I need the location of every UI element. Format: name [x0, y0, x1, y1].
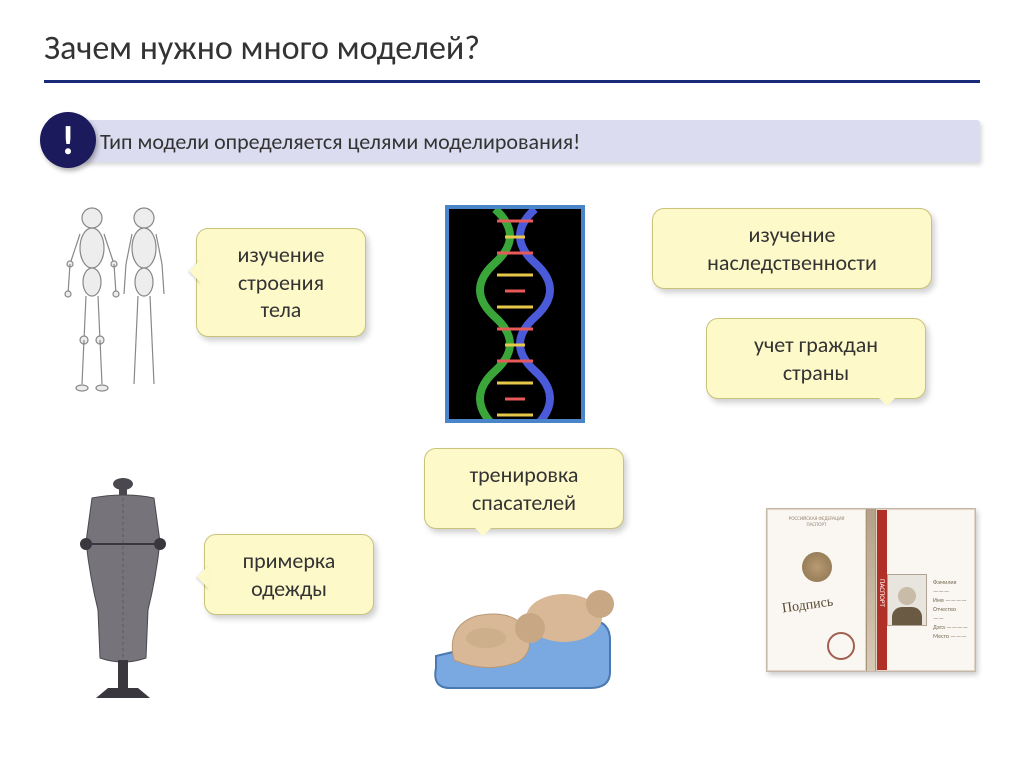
- mannequin-illustration: [58, 470, 188, 704]
- page-title: Зачем нужно много моделей?: [44, 28, 480, 69]
- bubble-citizens: учет гражданстраны: [706, 318, 926, 399]
- passport-red-strip: ПАСПОРТ: [877, 510, 887, 670]
- bubble-clothing-text: примеркаодежды: [243, 547, 336, 602]
- signature-icon: Подпись: [781, 594, 834, 617]
- exclaim-icon: !: [40, 112, 96, 168]
- bubble-rescue: тренировкаспасателей: [424, 448, 624, 529]
- bubble-heredity: изучениенаследственности: [652, 208, 932, 289]
- bubble-rescue-text: тренировкаспасателей: [470, 461, 579, 516]
- skeleton-illustration: [56, 200, 176, 396]
- emblem-icon: [802, 552, 832, 582]
- callout-bar: Тип модели определяется целями моделиров…: [82, 120, 980, 162]
- bubble-citizens-text: учет гражданстраны: [754, 331, 878, 386]
- passport-fields: Фамилия ———Имя ————Отчество ——Дата ————М…: [933, 578, 968, 641]
- stamp-icon: [827, 632, 855, 660]
- bubble-body-structure: изучениестроениятела: [196, 228, 366, 337]
- bubble-heredity-text: изучениенаследственности: [707, 221, 877, 276]
- passport-photo: [887, 574, 927, 626]
- passport-spine: [866, 509, 876, 671]
- passport-illustration: РОССИЙСКАЯ ФЕДЕРАЦИЯПАСПОРТ Подпись ПАСП…: [766, 508, 976, 672]
- bubble-clothing: примеркаодежды: [204, 534, 374, 615]
- dna-illustration: [445, 205, 585, 423]
- passport-right-page: ПАСПОРТ Фамилия ———Имя ————Отчество ——Да…: [876, 509, 975, 671]
- title-underline: [44, 80, 980, 83]
- callout-text: Тип модели определяется целями моделиров…: [100, 128, 580, 155]
- passport-left-page: РОССИЙСКАЯ ФЕДЕРАЦИЯПАСПОРТ Подпись: [767, 509, 866, 671]
- cpr-dummy-illustration: [422, 560, 618, 698]
- bubble-body-structure-text: изучениестроениятела: [238, 241, 325, 323]
